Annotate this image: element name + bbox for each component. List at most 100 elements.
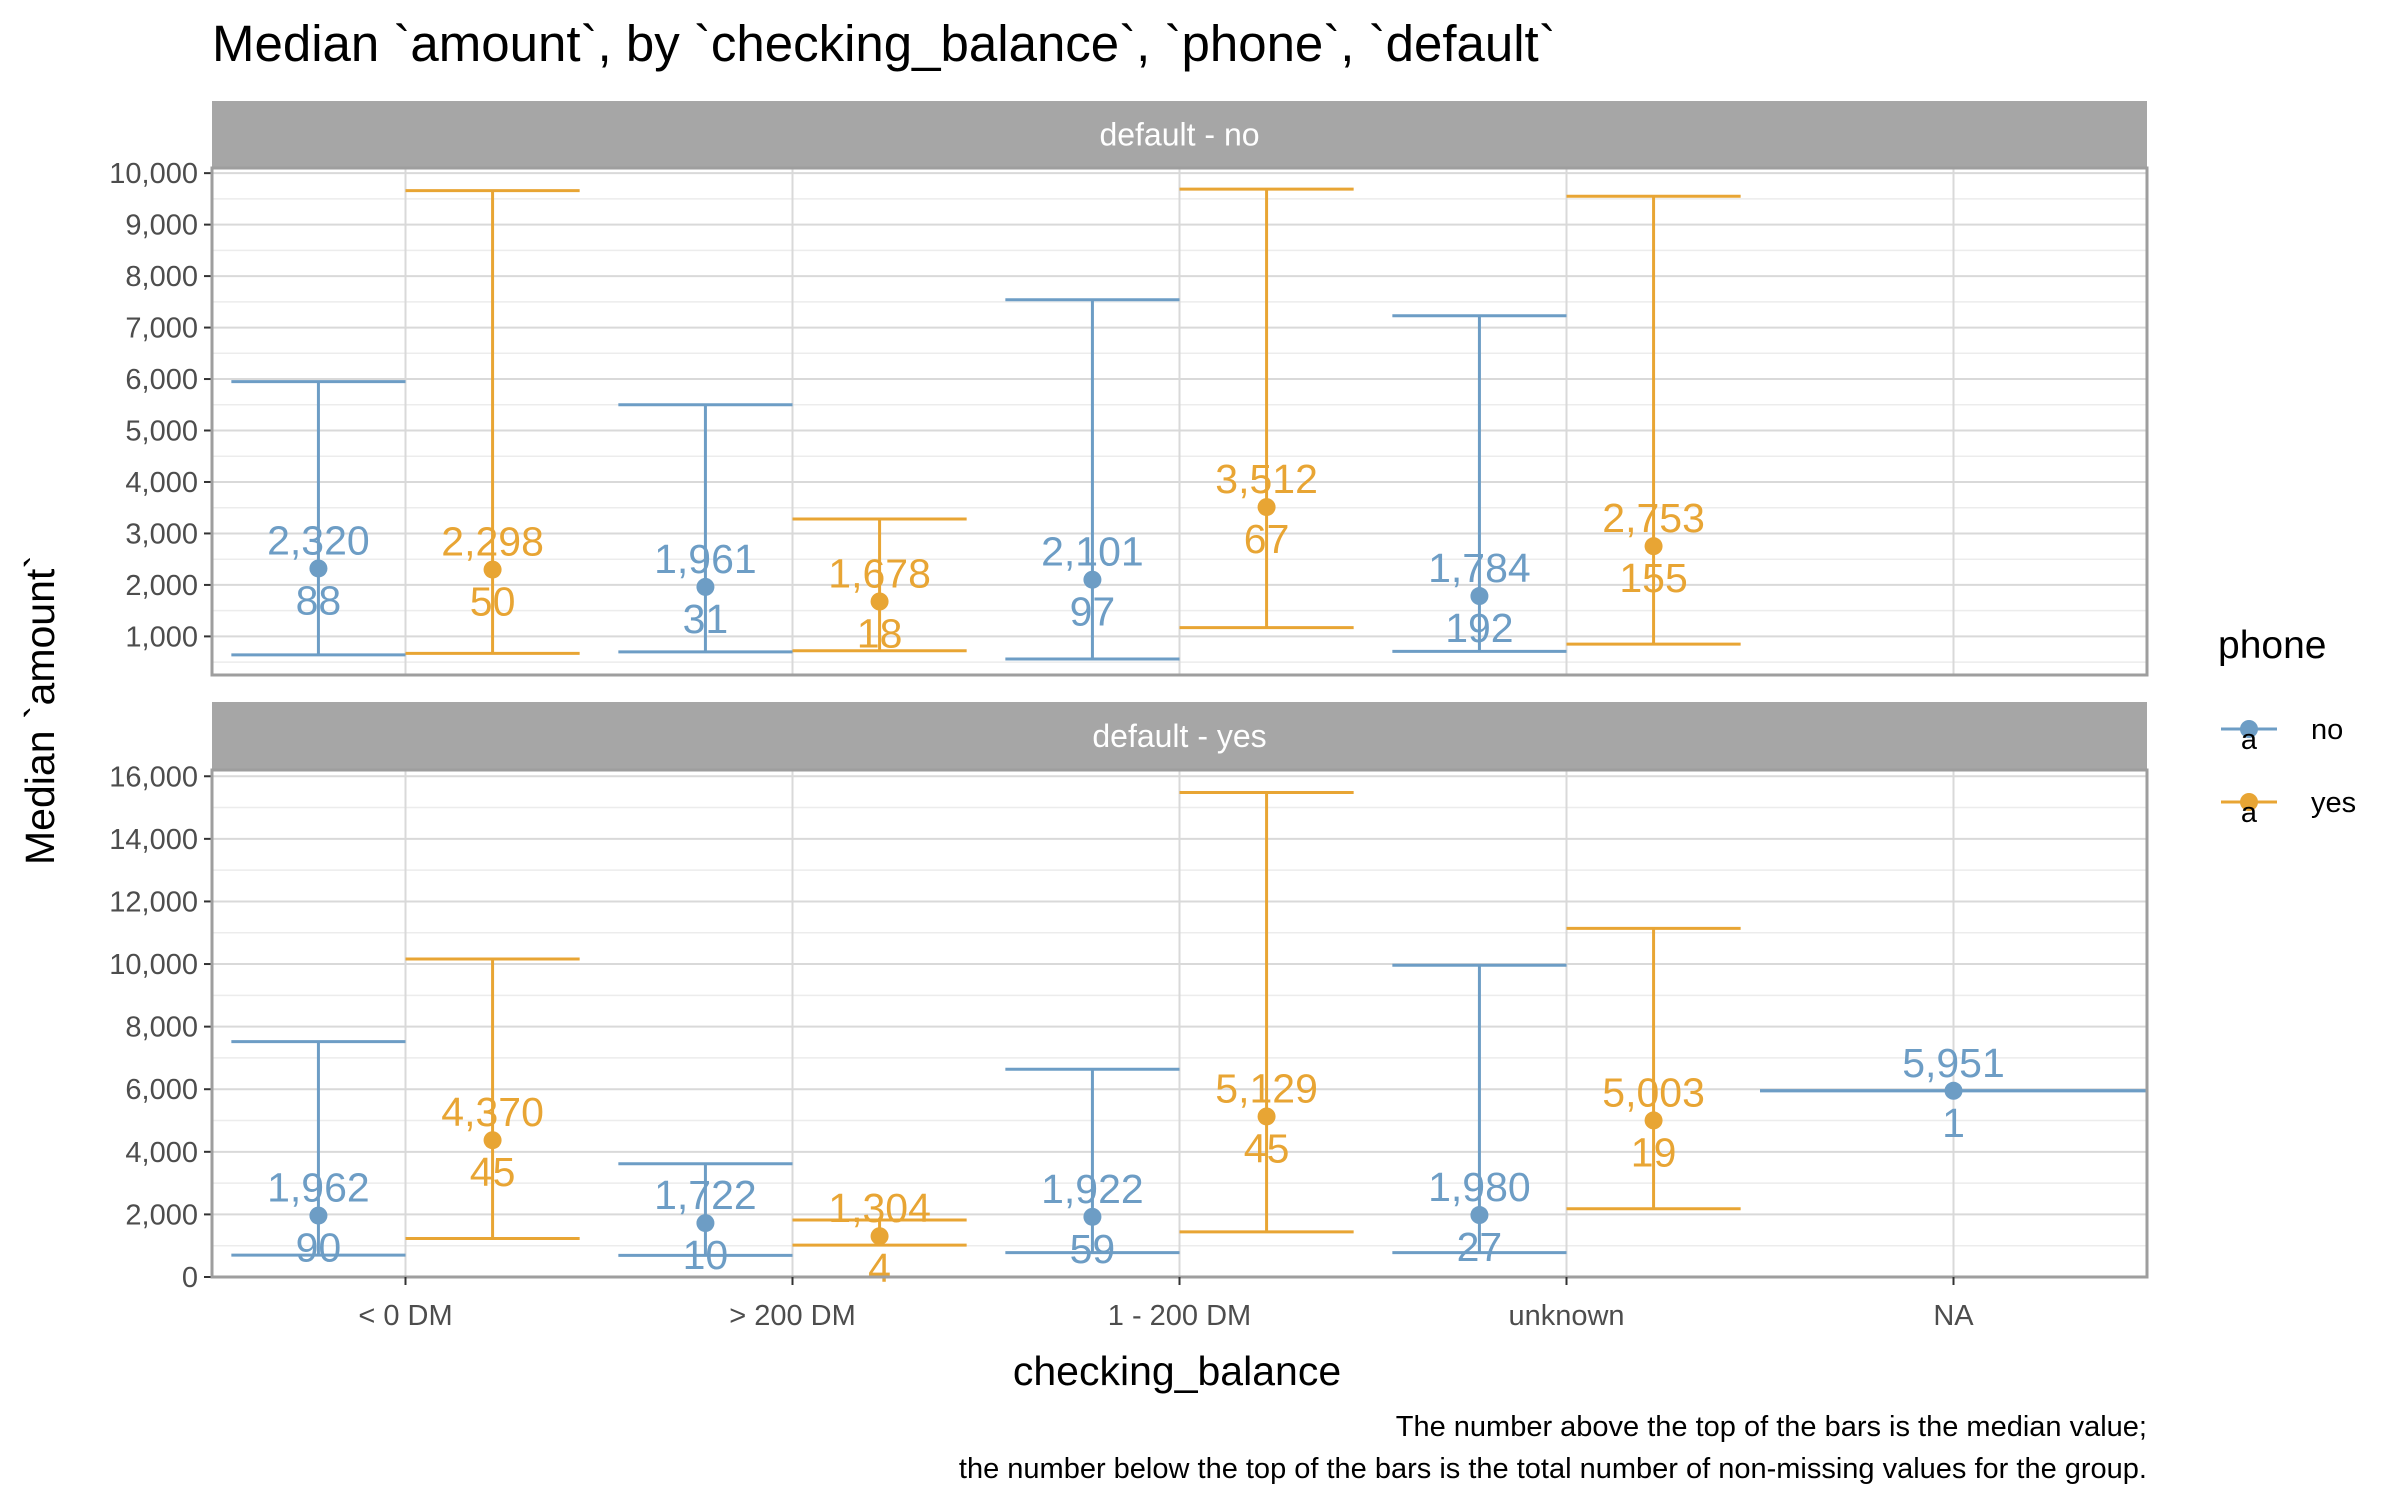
count-label: 4 [868, 1245, 891, 1291]
median-label: 1,304 [828, 1185, 931, 1231]
count-label: 10 [683, 1232, 729, 1278]
median-label: 1,961 [654, 536, 757, 582]
legend-key-glyph: a [2241, 724, 2258, 756]
median-point [1257, 498, 1276, 517]
errorbar-group: 1,962 90 [231, 1040, 406, 1271]
median-label: 5,951 [1902, 1040, 2005, 1086]
median-point [483, 560, 502, 579]
errorbar-group: 5,129 45 [1179, 791, 1354, 1234]
y-tick-label: 2,000 [125, 570, 198, 602]
count-label: 67 [1244, 516, 1290, 562]
errorbar-group: 2,101 97 [1005, 298, 1180, 661]
y-tick-label: 16,000 [109, 761, 198, 793]
facet-strip [212, 702, 2147, 770]
median-point [1644, 1111, 1663, 1130]
y-tick-label: 6,000 [125, 1074, 198, 1106]
errorbar-group: 1,784 192 [1392, 314, 1567, 653]
median-point [870, 592, 889, 611]
errorbar-group: 2,320 88 [231, 380, 406, 657]
errorbar-group: 5,951 1 [1760, 1040, 2147, 1146]
y-tick-label: 0 [182, 1262, 198, 1294]
x-tick-label: NA [1933, 1300, 1974, 1332]
median-label: 1,922 [1041, 1166, 1144, 1212]
legend-label: no [2311, 714, 2343, 746]
errorbar-group: 2,298 50 [405, 189, 580, 655]
median-label: 1,962 [267, 1165, 370, 1211]
median-point [1944, 1081, 1963, 1100]
y-tick-label: 10,000 [109, 158, 198, 190]
median-label: 1,784 [1428, 545, 1531, 591]
y-tick-label: 12,000 [109, 886, 198, 918]
count-label: 50 [470, 579, 516, 625]
count-label: 192 [1445, 605, 1513, 651]
errorbar-group: 1,304 4 [792, 1185, 967, 1291]
errorbar-group: 1,678 18 [792, 517, 967, 656]
x-tick-label: unknown [1508, 1300, 1624, 1332]
count-label: 90 [296, 1225, 342, 1271]
errorbar-group: 4,370 45 [405, 957, 580, 1241]
legend-key-point [2240, 720, 2258, 738]
errorbar-group: 5,003 19 [1566, 926, 1741, 1211]
median-label: 1,678 [828, 550, 931, 596]
y-tick-label: 3,000 [125, 518, 198, 550]
y-tick-label: 6,000 [125, 364, 198, 396]
errorbar-group: 1,922 59 [1005, 1067, 1180, 1272]
errorbar-group: 2,753 155 [1566, 194, 1741, 646]
count-label: 88 [296, 577, 342, 623]
median-point [1470, 1206, 1489, 1225]
count-label: 45 [470, 1149, 516, 1195]
legend-key-glyph: a [2241, 797, 2258, 829]
median-label: 1,722 [654, 1172, 757, 1218]
legend-key-point [2240, 793, 2258, 811]
median-label: 3,512 [1215, 456, 1318, 502]
y-tick-label: 14,000 [109, 824, 198, 856]
y-tick-label: 4,000 [125, 467, 198, 499]
count-label: 45 [1244, 1125, 1290, 1171]
median-point [1083, 570, 1102, 589]
facet-panel: default - no 1,000 2,000 3,000 4,000 5,000 6,0… [109, 101, 2149, 677]
y-tick-label: 10,000 [109, 949, 198, 981]
errorbar-group: 1,722 10 [618, 1162, 793, 1278]
x-tick-label: > 200 DM [729, 1300, 856, 1332]
median-point [1644, 537, 1663, 556]
y-axis-title: Median `amount` [17, 555, 63, 865]
caption-line-1: The number above the top of the bars is … [1396, 1411, 2147, 1443]
count-label: 18 [857, 610, 903, 656]
median-label: 2,753 [1602, 495, 1705, 541]
count-label: 19 [1631, 1129, 1677, 1175]
median-point [1257, 1107, 1276, 1126]
count-label: 59 [1070, 1226, 1116, 1272]
count-label: 97 [1070, 589, 1116, 635]
chart-title: Median `amount`, by `checking_balance`, … [212, 15, 1556, 72]
errorbar-group: 1,961 31 [618, 403, 793, 654]
count-label: 31 [683, 596, 729, 642]
y-tick-label: 1,000 [125, 621, 198, 653]
median-label: 2,101 [1041, 529, 1144, 575]
median-point [309, 1206, 328, 1225]
median-point [1470, 587, 1489, 606]
median-label: 4,370 [441, 1089, 544, 1135]
caption-line-2: the number below the top of the bars is … [959, 1453, 2147, 1485]
y-tick-label: 8,000 [125, 1012, 198, 1044]
median-point [870, 1227, 889, 1246]
median-label: 2,320 [267, 517, 370, 563]
facet-strip [212, 101, 2147, 168]
y-tick-label: 7,000 [125, 313, 198, 345]
median-label: 5,129 [1215, 1065, 1318, 1111]
legend-entry: a no [2221, 714, 2343, 756]
median-point [696, 577, 715, 596]
y-tick-label: 9,000 [125, 210, 198, 242]
panel-border [210, 166, 2149, 677]
y-tick-label: 4,000 [125, 1137, 198, 1169]
facet-strip-label: default - no [1099, 117, 1259, 153]
median-label: 1,980 [1428, 1164, 1531, 1210]
x-axis-title: checking_balance [1013, 1348, 1341, 1394]
facet-strip-label: default - yes [1092, 718, 1266, 754]
count-label: 1 [1942, 1100, 1965, 1146]
y-tick-label: 2,000 [125, 1199, 198, 1231]
errorbar-group: 1,980 27 [1392, 963, 1567, 1270]
x-tick-label: 1 - 200 DM [1108, 1300, 1251, 1332]
median-point [309, 559, 328, 578]
x-tick-label: < 0 DM [358, 1300, 452, 1332]
